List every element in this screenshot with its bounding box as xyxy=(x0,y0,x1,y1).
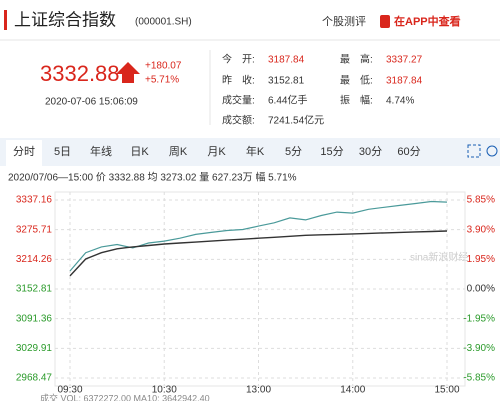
tab[interactable]: 5分 xyxy=(285,145,302,158)
series-line xyxy=(69,230,448,277)
y-tick-label: 3214.26 xyxy=(16,254,53,265)
y2-tick-label: -5.85% xyxy=(463,373,495,384)
y2-tick-label: 3.90% xyxy=(467,224,495,235)
tab[interactable]: 周K xyxy=(169,145,188,158)
code: (000001.SH) xyxy=(135,17,192,28)
stat-value: 4.74% xyxy=(386,96,414,107)
phone-icon xyxy=(380,15,390,28)
x-tick-label: 09:30 xyxy=(57,385,82,396)
y-tick-label: 3337.16 xyxy=(16,195,53,206)
y-tick-label: 3275.71 xyxy=(16,224,53,235)
stat-value: 6.44亿手 xyxy=(268,94,307,107)
title-bar xyxy=(4,10,7,30)
x-tick-label: 14:00 xyxy=(340,385,365,396)
x-tick-label: 13:00 xyxy=(246,385,271,396)
y2-tick-label: -1.95% xyxy=(463,313,495,324)
settings-icon[interactable] xyxy=(486,145,498,157)
y2-tick-label: -3.90% xyxy=(463,343,495,354)
stat-value: 3187.84 xyxy=(386,76,423,87)
link[interactable]: 在APP中查看 xyxy=(394,14,461,28)
stat-label: 成交额: xyxy=(222,114,255,127)
y2-tick-label: 5.85% xyxy=(467,195,495,206)
y-tick-label: 3029.91 xyxy=(16,343,53,354)
info-line: 2020/07/06—15:00 价 3332.88 均 3273.02 量 6… xyxy=(8,171,297,184)
tab-bar xyxy=(0,138,500,166)
tab[interactable]: 年线 xyxy=(90,144,112,158)
time: 2020-07-06 15:06:09 xyxy=(45,97,138,108)
stat-label: 最 低: xyxy=(340,74,373,87)
stat-label: 振 幅: xyxy=(340,94,373,107)
stat-value: 3187.84 xyxy=(268,55,305,66)
up-arrow xyxy=(116,62,140,83)
watermark: sina新浪财经 xyxy=(410,251,468,264)
stat-value: 7241.54亿元 xyxy=(268,114,324,127)
stat-label: 成交量: xyxy=(222,94,255,107)
tab[interactable]: 30分 xyxy=(359,145,382,158)
tab[interactable]: 60分 xyxy=(397,145,420,158)
x-tick-label: 15:00 xyxy=(434,385,459,396)
change-pct: +5.71% xyxy=(145,75,179,86)
title: 上证综合指数 xyxy=(14,10,116,29)
stat-label: 今 开: xyxy=(222,53,255,66)
link[interactable]: 个股测评 xyxy=(322,15,366,28)
stat-value: 3337.27 xyxy=(386,55,423,66)
y2-tick-label: 1.95% xyxy=(467,254,495,265)
y2-tick-label: 0.00% xyxy=(467,284,495,295)
y-tick-label: 3152.81 xyxy=(16,284,53,295)
footer: 成交 VOL: 6372272.00 MA10: 3642942.40 xyxy=(40,392,210,401)
tab[interactable]: 5日 xyxy=(54,146,71,158)
stat-label: 昨 收: xyxy=(222,74,255,87)
y-tick-label: 2968.47 xyxy=(16,373,53,384)
tab[interactable]: 月K xyxy=(207,146,226,158)
change: +180.07 xyxy=(145,61,182,72)
price: 3332.88 xyxy=(40,61,120,86)
stat-label: 最 高: xyxy=(340,53,373,66)
tab[interactable]: 15分 xyxy=(320,145,343,158)
y-tick-label: 3091.36 xyxy=(16,313,53,324)
tab-selected xyxy=(6,140,42,166)
tab[interactable]: 日K xyxy=(130,146,149,158)
tab[interactable]: 分时 xyxy=(13,145,35,158)
stat-value: 3152.81 xyxy=(268,76,305,87)
tab[interactable]: 年K xyxy=(246,144,265,158)
fullscreen-icon[interactable] xyxy=(467,144,481,158)
series-line xyxy=(69,200,448,272)
x-tick-label: 10:30 xyxy=(152,385,177,396)
